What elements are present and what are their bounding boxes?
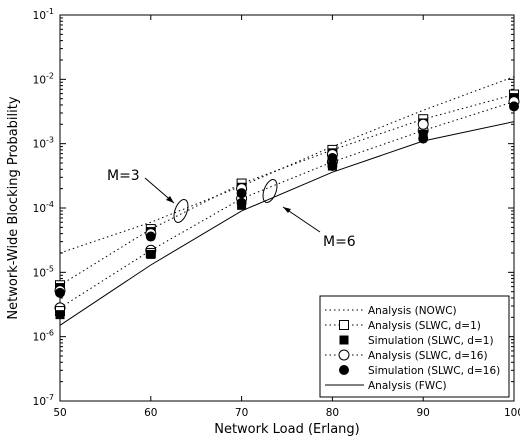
- legend-marker-3: [338, 349, 350, 361]
- extra-point: [327, 161, 337, 171]
- y-tick-label: 10-6: [33, 329, 54, 344]
- y-tick-label: 10-1: [33, 7, 54, 22]
- legend-label-4: Simulation (SLWC, d=16): [368, 365, 500, 377]
- extra-point: [146, 249, 156, 259]
- annotation-m6: M=6: [262, 179, 356, 250]
- legend-label-0: Analysis (NOWC): [368, 305, 457, 317]
- y-tick-labels: 10-7 10-6 10-5 10-4 10-3 10-2 10-1: [33, 7, 54, 408]
- legend-label-5: Analysis (FWC): [368, 380, 447, 392]
- annotation-m3-label: M=3: [107, 168, 140, 184]
- series-line-0: [59, 76, 515, 254]
- annotation-m6-ellipse: [262, 179, 278, 203]
- x-tick-label: 80: [326, 407, 339, 419]
- legend-label-3: Analysis (SLWC, d=16): [368, 350, 488, 362]
- series-markers: [54, 89, 520, 320]
- extra-point: [418, 129, 428, 139]
- y-tick-label: 10-2: [33, 71, 54, 86]
- series-line-3: [59, 101, 515, 309]
- extra-point: [237, 200, 247, 210]
- annotation-m3: M=3: [107, 168, 189, 223]
- x-axis-title: Network Load (Erlang): [214, 422, 360, 437]
- x-tick-label: 60: [144, 407, 157, 419]
- x-tick-label: 90: [417, 407, 430, 419]
- x-tick-label: 50: [53, 407, 66, 419]
- extra-point: [55, 287, 65, 298]
- series-line-1: [59, 94, 515, 286]
- y-tick-label: 10-3: [33, 136, 54, 151]
- y-tick-label: 10-7: [33, 393, 54, 408]
- extra-point: [145, 231, 156, 242]
- legend-box: [319, 295, 510, 398]
- x-tick-labels: 50 60 70 80 90 100: [53, 407, 520, 419]
- legend-label-2: Simulation (SLWC, d=1): [368, 335, 494, 347]
- axis-ticks: [59, 14, 515, 402]
- annotation-m3-ellipse: [173, 199, 189, 223]
- series-line-5: [59, 121, 515, 326]
- series-4-point: [509, 101, 519, 112]
- y-tick-label: 10-4: [33, 200, 54, 215]
- extra-point: [417, 118, 429, 130]
- legend-marker-2: [339, 335, 349, 345]
- annotation-m6-label: M=6: [323, 234, 356, 250]
- extra-point: [55, 310, 65, 320]
- y-axis-title: Network-Wide Blocking Probability: [6, 96, 21, 319]
- annotation-m6-arrowhead: [283, 207, 291, 213]
- legend-marker-1: [339, 320, 349, 330]
- extra-point: [327, 152, 338, 163]
- x-tick-label: 100: [504, 407, 520, 419]
- y-tick-label: 10-5: [33, 264, 54, 279]
- annotation-m3-arrowhead: [166, 196, 174, 203]
- extra-point: [236, 188, 247, 199]
- series-lines: [59, 76, 515, 326]
- legend: Analysis (NOWC) Analysis (SLWC, d=1) Simul…: [319, 295, 510, 398]
- legend-label-1: Analysis (SLWC, d=1): [368, 320, 481, 332]
- legend-marker-4: [339, 365, 349, 375]
- x-tick-label: 70: [235, 407, 248, 419]
